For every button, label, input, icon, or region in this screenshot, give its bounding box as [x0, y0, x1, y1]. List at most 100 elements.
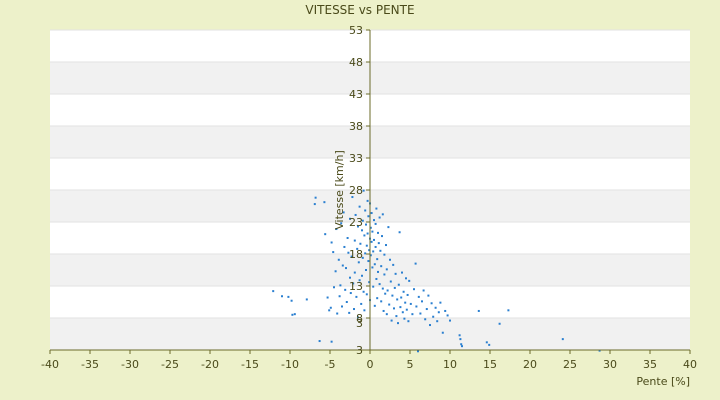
data-point	[362, 189, 365, 192]
data-point	[498, 322, 501, 325]
data-point	[414, 262, 417, 265]
y-tick-label: 28	[349, 184, 363, 197]
data-point	[365, 293, 368, 296]
data-point	[339, 284, 342, 287]
data-point	[375, 277, 378, 280]
y-tick-label: 18	[349, 248, 363, 261]
data-point	[421, 300, 423, 303]
data-point	[361, 274, 363, 277]
data-point	[345, 267, 347, 270]
data-point	[364, 209, 367, 212]
data-point	[361, 219, 364, 222]
data-point	[396, 298, 399, 301]
data-point	[370, 240, 373, 243]
data-point	[281, 295, 283, 298]
data-point	[374, 245, 377, 248]
data-point	[373, 304, 376, 307]
data-point	[349, 217, 351, 220]
data-point	[373, 238, 375, 241]
data-point	[460, 343, 463, 346]
data-point	[347, 251, 350, 254]
data-point	[372, 285, 375, 288]
data-point	[444, 309, 447, 312]
data-point	[387, 226, 390, 229]
data-point	[405, 277, 407, 280]
data-point	[341, 305, 343, 308]
data-point	[598, 349, 601, 352]
data-point	[323, 201, 326, 204]
data-point	[363, 309, 366, 312]
data-point	[401, 271, 403, 274]
x-tick-label: -20	[201, 358, 219, 371]
data-point	[380, 265, 383, 268]
x-tick-label: 40	[683, 358, 697, 371]
y-tick-label: 13	[349, 280, 363, 293]
data-point	[394, 272, 397, 275]
data-point	[399, 306, 402, 309]
data-point	[461, 345, 463, 348]
data-point	[378, 216, 381, 219]
data-point	[344, 288, 347, 291]
data-point	[373, 263, 376, 266]
data-point	[432, 315, 435, 318]
data-point	[324, 233, 327, 236]
data-point	[422, 289, 425, 292]
data-point	[342, 211, 345, 214]
data-point	[363, 234, 366, 237]
data-point	[458, 334, 461, 337]
data-point	[441, 331, 444, 334]
data-point	[355, 295, 358, 298]
data-point	[365, 269, 367, 271]
data-point	[409, 302, 412, 305]
data-point	[377, 270, 379, 273]
data-point	[507, 309, 510, 312]
data-point	[361, 229, 363, 232]
data-point	[368, 281, 371, 284]
x-tick-label: -10	[281, 358, 299, 371]
y-tick-label: 3	[356, 317, 363, 330]
data-point	[350, 255, 353, 258]
data-point	[357, 316, 359, 319]
data-point	[391, 294, 394, 297]
data-point	[333, 286, 335, 289]
data-point	[318, 340, 321, 343]
data-point	[340, 222, 343, 225]
data-point	[373, 219, 375, 222]
data-point	[439, 301, 442, 304]
data-point	[417, 350, 419, 353]
x-tick-label: 0	[367, 358, 374, 371]
y-tick-label: 8	[356, 312, 363, 325]
data-point	[434, 306, 437, 309]
data-point	[305, 298, 308, 301]
x-tick-label: 35	[643, 358, 657, 371]
data-point	[393, 307, 395, 310]
data-point	[354, 213, 357, 216]
x-tick-label: -35	[81, 358, 99, 371]
data-point	[357, 225, 359, 228]
y-tick-label: 3	[356, 344, 363, 357]
x-ticks: -40 -35 -30 -25 -20 -15 -10 -5 0 5 10 15 20 25 30 35 40	[41, 350, 697, 371]
data-point	[384, 292, 387, 295]
data-point	[372, 250, 375, 253]
y-tick-label: 38	[349, 120, 363, 133]
y-tick-label: 23	[349, 216, 363, 229]
x-tick-label: -40	[41, 358, 59, 371]
data-point	[375, 207, 378, 210]
data-point	[290, 299, 293, 302]
data-point	[367, 260, 370, 263]
data-point	[446, 314, 449, 317]
data-point	[346, 237, 349, 239]
data-point	[358, 205, 361, 208]
data-point	[436, 320, 439, 323]
data-point	[488, 343, 491, 346]
data-point	[393, 286, 396, 289]
data-point	[365, 223, 367, 226]
data-point	[383, 253, 386, 256]
data-point	[383, 273, 386, 276]
x-tick-label: 30	[603, 358, 617, 371]
data-point	[343, 245, 346, 248]
data-point	[366, 232, 369, 235]
data-point	[371, 266, 374, 269]
data-point	[348, 311, 351, 314]
